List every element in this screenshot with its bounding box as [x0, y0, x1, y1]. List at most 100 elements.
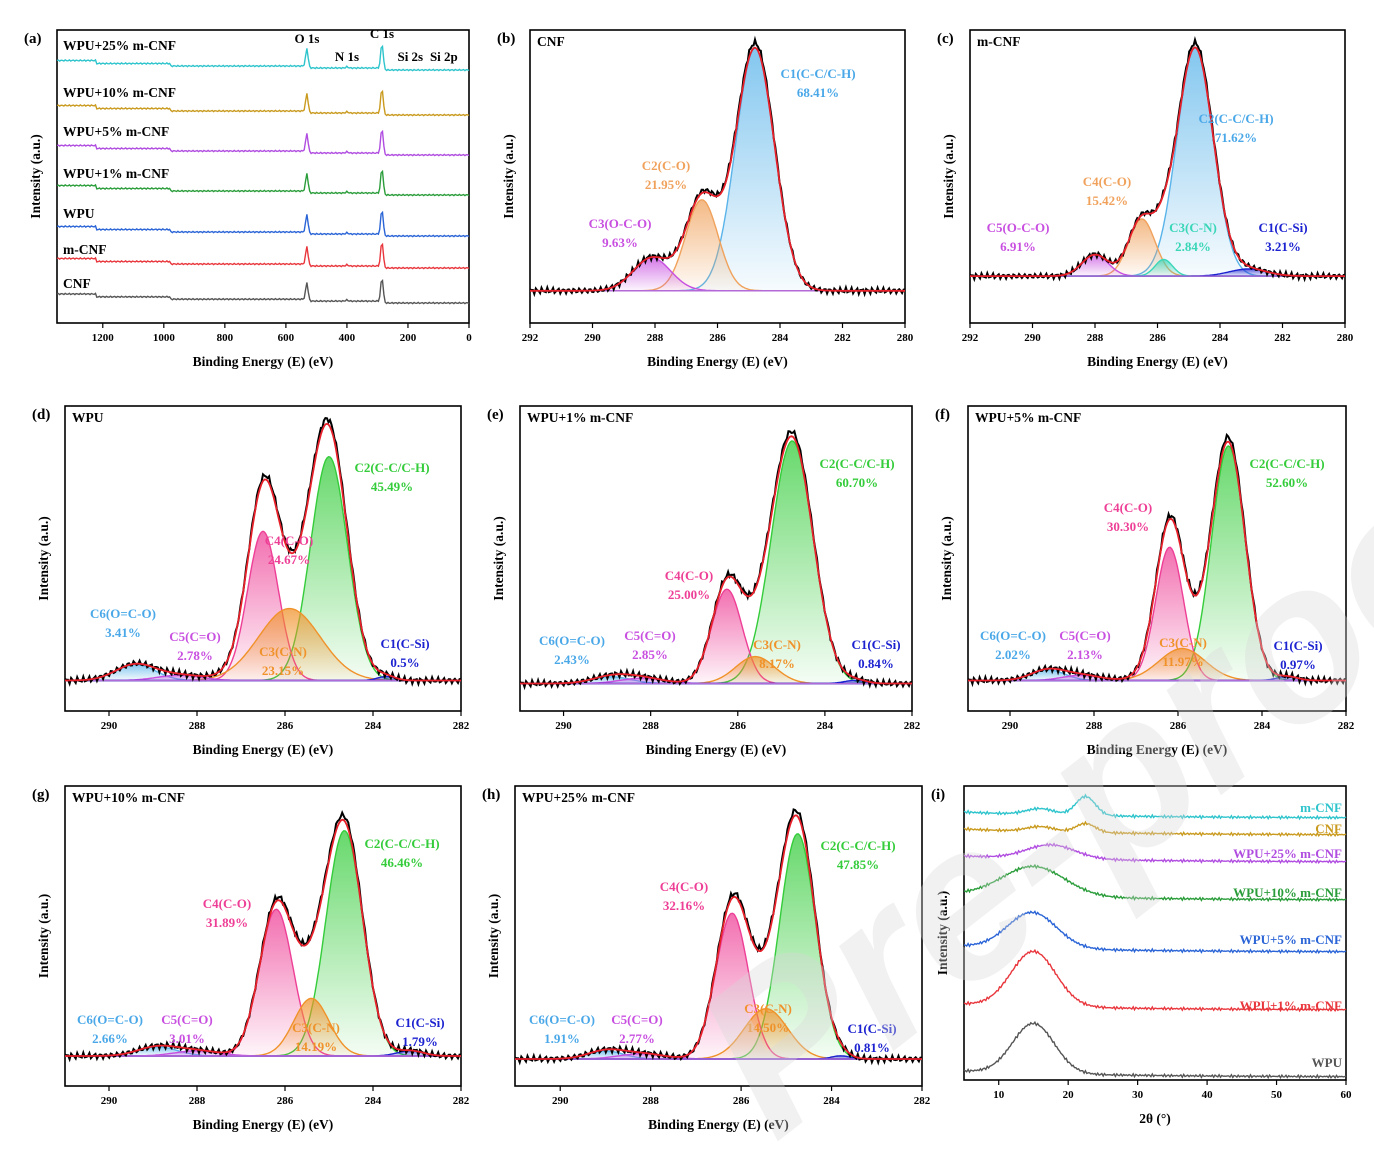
sample-label: WPU+1% m-CNF — [527, 410, 633, 425]
x-tick-label: 288 — [189, 1095, 206, 1107]
series-label: WPU — [63, 206, 95, 221]
sample-label: WPU+10% m-CNF — [72, 790, 185, 805]
y-axis-label: Intensity (a.u.) — [491, 516, 506, 600]
series-WPU+1% m-CNF — [963, 948, 1347, 1013]
series-label: WPU+25% m-CNF — [1233, 846, 1342, 861]
x-tick-label: 290 — [552, 1095, 569, 1107]
peak-annotation: Si 2p — [430, 49, 458, 64]
panel-b: 292 290 288 286 284 282 280 Binding Energy (E) … — [497, 29, 914, 369]
series-label: CNF — [63, 276, 91, 291]
y-axis-label: Intensity (a.u.) — [501, 134, 516, 218]
sample-label: m-CNF — [977, 34, 1021, 49]
peak-label-pct: 3.21% — [1265, 239, 1301, 254]
peak-label-name: C3(C-N) — [1169, 220, 1217, 235]
peak-label-name: C6(O=C-O) — [529, 1012, 595, 1027]
panel-label: (c) — [937, 31, 954, 47]
peak-label-name: C1(C-Si) — [1258, 220, 1307, 235]
peak-label-name: C4(C-O) — [665, 568, 713, 583]
series-WPU+5% m-CNF — [56, 129, 470, 157]
sample-label: WPU+25% m-CNF — [522, 790, 635, 805]
x-tick-label: 286 — [1149, 332, 1166, 344]
y-axis-label: Intensity (a.u.) — [36, 516, 51, 600]
panel-label: (h) — [482, 787, 500, 803]
panel-label: (d) — [32, 407, 50, 423]
x-tick-label: 800 — [217, 332, 234, 344]
series-WPU+25% m-CNF — [963, 842, 1347, 865]
peak-label-pct: 60.70% — [836, 475, 878, 490]
peak-label-pct: 14.50% — [747, 1020, 789, 1035]
x-tick-label: 20 — [1063, 1089, 1075, 1101]
x-tick-label: 284 — [772, 332, 789, 344]
x-tick-label: 280 — [897, 332, 914, 344]
y-axis-label: Intensity (a.u.) — [486, 894, 501, 978]
x-tick-label: 292 — [962, 332, 979, 344]
peak-label-name: C5(C=O) — [169, 629, 220, 644]
peak-label-pct: 6.91% — [1000, 239, 1036, 254]
x-tick-label: 286 — [709, 332, 726, 344]
x-tick-label: 288 — [647, 332, 664, 344]
peak-label-name: C4(C-O) — [660, 879, 708, 894]
x-tick-label: 1000 — [153, 332, 176, 344]
x-tick-label: 50 — [1271, 1089, 1283, 1101]
x-axis-label: Binding Energy (E) (eV) — [648, 1117, 789, 1132]
x-tick-label: 282 — [904, 720, 921, 732]
x-tick-label: 286 — [277, 720, 294, 732]
x-tick-label: 282 — [834, 332, 851, 344]
peak-label-pct: 2.85% — [632, 647, 668, 662]
x-tick-label: 288 — [1087, 332, 1104, 344]
peak-label-pct: 2.78% — [177, 648, 213, 663]
peak-label-name: C2(C-C/C-H) — [1249, 456, 1324, 471]
peak-label-name: C2(C-C/C-H) — [819, 456, 894, 471]
x-tick-label: 284 — [1212, 332, 1229, 344]
x-tick-label: 286 — [277, 1095, 294, 1107]
peak-label-name: C2(C-C/C-H) — [354, 460, 429, 475]
x-tick-label: 290 — [1002, 720, 1019, 732]
plot-frame — [963, 785, 1347, 1081]
peak-label-pct: 45.49% — [371, 479, 413, 494]
panel-g: 290 288 286 284 282 Binding Energy (E) (eV) In… — [32, 785, 470, 1132]
fit-envelope — [515, 814, 922, 1060]
series-m-CNF — [56, 242, 470, 270]
peak-label-name: C3(C-N) — [744, 1001, 792, 1016]
x-tick-label: 286 — [730, 720, 747, 732]
series-label: CNF — [1315, 821, 1342, 836]
x-tick-label: 284 — [817, 720, 834, 732]
peak-label-name: C2(C-C/C-H) — [1198, 111, 1273, 126]
peak-label-pct: 0.81% — [854, 1040, 890, 1055]
peak-label-pct: 2.43% — [554, 652, 590, 667]
x-tick-label: 282 — [453, 1095, 470, 1107]
x-tick-label: 200 — [400, 332, 417, 344]
panel-h: 290 288 286 284 282 Binding Energy (E) (eV) In… — [482, 785, 931, 1132]
peak-label-name: C5(C=O) — [624, 628, 675, 643]
peak-label-name: C3(C-N) — [753, 637, 801, 652]
peak-label-pct: 2.77% — [619, 1031, 655, 1046]
x-tick-label: 290 — [584, 332, 601, 344]
series-label: WPU+1% m-CNF — [63, 166, 169, 181]
x-tick-label: 286 — [1170, 720, 1187, 732]
x-tick-label: 282 — [1274, 332, 1291, 344]
series-CNF — [963, 820, 1347, 838]
fit-envelope — [65, 818, 461, 1057]
peak-label-name: C6(O=C-O) — [539, 633, 605, 648]
peak-C2(C-O) — [530, 199, 905, 292]
x-axis-label: Binding Energy (E) (eV) — [1087, 742, 1228, 757]
peak-label-name: C5(O-C-O) — [987, 220, 1050, 235]
series-CNF — [56, 278, 470, 305]
peak-label-pct: 2.84% — [1175, 239, 1211, 254]
x-tick-label: 288 — [642, 720, 659, 732]
peak-label-pct: 11.97% — [1162, 654, 1204, 669]
panel-d: 290 288 286 284 282 Binding Energy (E) (eV) In… — [32, 405, 470, 757]
sample-label: WPU — [72, 410, 104, 425]
panel-f: 290 288 286 284 282 Binding Energy (E) (eV) In… — [935, 405, 1355, 757]
series-label: WPU — [1312, 1055, 1343, 1070]
peak-label-name: C4(C-O) — [203, 896, 251, 911]
x-axis-label: Binding Energy (E) (eV) — [1087, 354, 1228, 369]
plot-frame — [967, 405, 1347, 712]
series-label: WPU+5% m-CNF — [1240, 932, 1342, 947]
series-label: WPU+5% m-CNF — [63, 124, 169, 139]
peak-label-name: C4(C-O) — [265, 533, 313, 548]
peak-label-pct: 2.02% — [995, 647, 1031, 662]
peak-label-name: C4(C-O) — [1083, 174, 1131, 189]
peak-label-pct: 23.15% — [262, 663, 304, 678]
peak-label-pct: 0.84% — [858, 656, 894, 671]
